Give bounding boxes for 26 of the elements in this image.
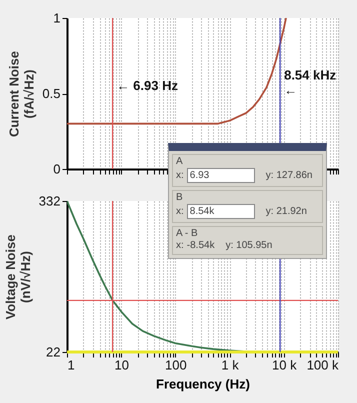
x-tick-label: 100 — [165, 358, 187, 372]
annotation: y: 21.92n — [266, 206, 307, 217]
ref-line-label: ← 6.93 Hz — [116, 78, 178, 93]
y-tick-label: 332 — [38, 194, 60, 208]
annotation: y: 105.95n — [226, 240, 272, 251]
annotation: A - B — [176, 228, 199, 239]
x-tick-label: 10 — [114, 358, 129, 372]
y-tick-label: 0.5 — [42, 86, 60, 101]
y-tick-label: 22 — [46, 344, 60, 360]
y-axis-title: Voltage Noise (nV/√Hz) — [2, 234, 33, 320]
x-tick-label: 1 k — [221, 358, 240, 372]
annotation: x: -8.54k — [176, 240, 215, 251]
annotation: A — [176, 156, 184, 167]
text: y: 127.86n — [266, 170, 312, 181]
y-axis-title: Current Noise (fA/√Hz) — [6, 51, 36, 137]
text: x: — [176, 170, 184, 181]
annotation: B — [176, 192, 184, 203]
x-axis-title: Frequency (Hz) — [156, 376, 250, 392]
text-field: 6.93 — [186, 168, 255, 183]
ref-line-label: 8.54 kHz ← — [284, 67, 337, 98]
x-tick-label: 10 k — [272, 358, 298, 372]
x-tick-label: 1 — [68, 358, 75, 372]
y-tick-label: 1 — [53, 10, 60, 26]
x-tick-label: 100 k — [306, 358, 339, 372]
y-tick-label: 0 — [53, 162, 60, 176]
text-field: 8.54k — [186, 204, 255, 219]
